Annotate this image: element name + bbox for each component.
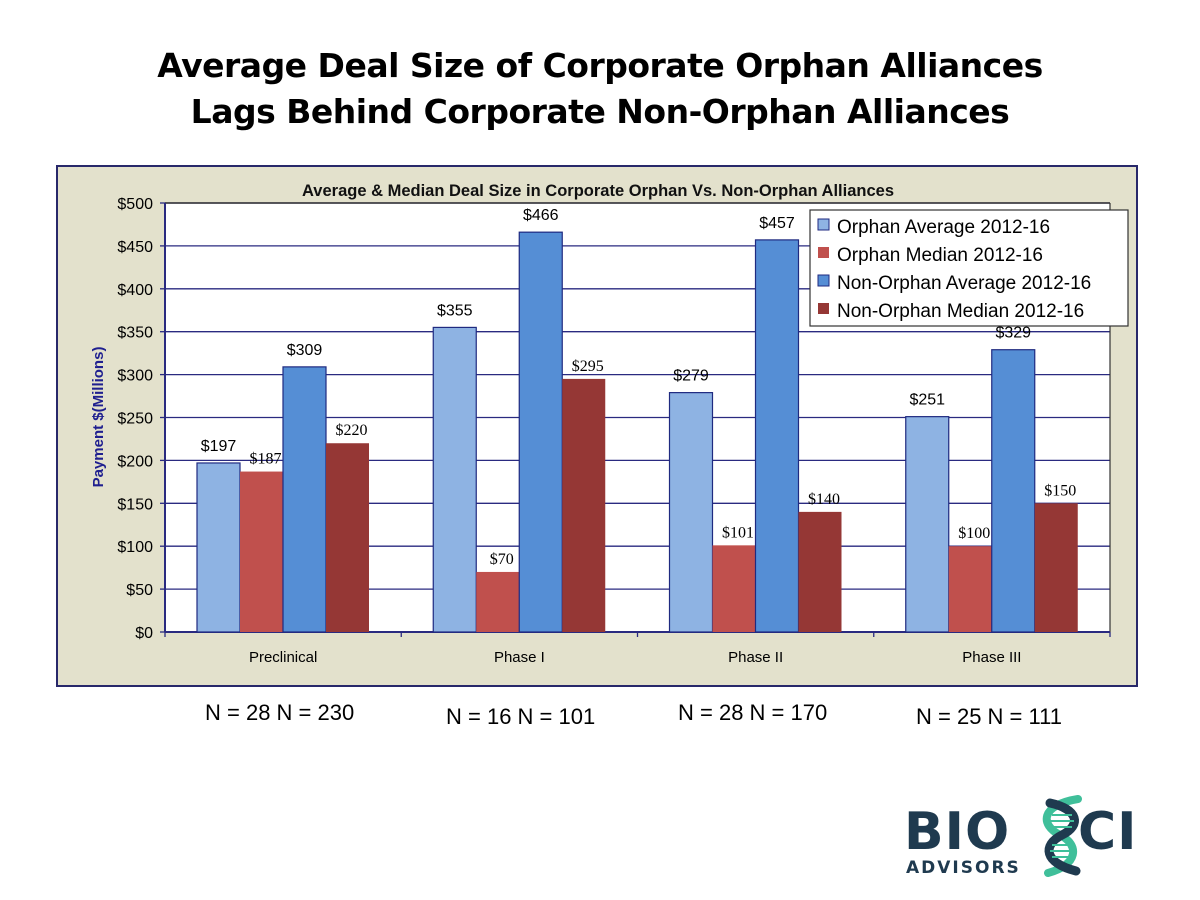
- bar-orphan-median-2012-16-phase-ii: [712, 545, 756, 632]
- bar-non-orphan-average-2012-16-phase-ii: [754, 239, 800, 633]
- legend-swatch: [817, 274, 830, 287]
- bar-non-orphan-average-2012-16-phase-iii: [991, 349, 1036, 633]
- bar-non-orphan-median-2012-16-phase-ii: [798, 511, 842, 632]
- legend-entry: Non-Orphan Average 2012-16: [837, 273, 1091, 294]
- svg-text:ADVISORS: ADVISORS: [906, 858, 1021, 878]
- legend-entry: Orphan Median 2012-16: [837, 245, 1043, 266]
- x-tick-label: Phase III: [962, 649, 1021, 666]
- y-tick-label: $450: [117, 239, 153, 256]
- legend-box: [809, 209, 1129, 327]
- bar-orphan-median-2012-16-phase-iii: [948, 546, 992, 632]
- data-label: $279: [673, 368, 709, 385]
- bar-non-orphan-median-2012-16-phase-i: [562, 378, 606, 632]
- y-tick-label: $200: [117, 453, 153, 470]
- bar-non-orphan-median-2012-16-preclinical: [326, 443, 369, 632]
- data-label: $187: [250, 451, 282, 468]
- page-title-line-2: Lags Behind Corporate Non-Orphan Allianc…: [190, 92, 1010, 131]
- svg-text:CI: CI: [1078, 802, 1138, 862]
- y-tick-label: $500: [117, 196, 153, 213]
- y-tick-label: $0: [135, 625, 153, 642]
- data-label: $220: [336, 422, 368, 439]
- bar-orphan-average-2012-16-phase-i: [432, 326, 477, 633]
- x-tick-label: Preclinical: [249, 649, 317, 666]
- data-label: $355: [437, 302, 473, 319]
- data-label: $466: [523, 207, 559, 224]
- legend-swatch: [818, 247, 829, 258]
- data-label: $70: [490, 551, 514, 568]
- legend-entry: Non-Orphan Median 2012-16: [837, 301, 1084, 322]
- data-label: $197: [201, 438, 237, 455]
- bar-non-orphan-average-2012-16-phase-i: [518, 231, 563, 633]
- legend-swatch: [818, 303, 829, 314]
- bar-orphan-median-2012-16-preclinical: [240, 471, 283, 632]
- dna-helix-icon: [1042, 795, 1082, 877]
- y-tick-label: $150: [117, 496, 153, 513]
- bar-orphan-average-2012-16-preclinical: [196, 462, 241, 633]
- page-title-line-1: Average Deal Size of Corporate Orphan Al…: [157, 46, 1043, 85]
- sample-size-phase-3: N = 25 N = 111: [916, 704, 1062, 729]
- sample-size-phase-2: N = 28 N = 170: [678, 700, 828, 725]
- bar-orphan-median-2012-16-phase-i: [476, 571, 520, 632]
- y-tick-label: $300: [117, 368, 153, 385]
- data-label: $295: [572, 358, 604, 375]
- svg-text:BIO: BIO: [904, 802, 1010, 862]
- chart-title: Average & Median Deal Size in Corporate …: [302, 182, 894, 200]
- data-label: $101: [722, 524, 754, 541]
- data-label: $329: [995, 325, 1031, 342]
- sample-size-phase-1: N = 16 N = 101: [446, 704, 596, 729]
- legend-swatch: [817, 218, 830, 231]
- y-tick-label: $250: [117, 411, 153, 428]
- y-tick-label: $100: [117, 539, 153, 556]
- data-label: $309: [287, 342, 323, 359]
- bar-orphan-average-2012-16-phase-ii: [668, 392, 714, 633]
- legend-entry: Orphan Average 2012-16: [837, 217, 1050, 238]
- x-tick-label: Phase I: [494, 649, 545, 666]
- data-label: $150: [1044, 482, 1076, 499]
- y-tick-label: $400: [117, 282, 153, 299]
- y-tick-label: $350: [117, 325, 153, 342]
- x-tick-label: Phase II: [728, 649, 783, 666]
- sample-size-preclinical: N = 28 N = 230: [205, 700, 355, 725]
- biosci-advisors-logo: BIO CI ADVISORS: [904, 795, 1138, 878]
- y-axis-title: Payment $(Millions): [90, 347, 107, 488]
- data-label: $140: [808, 491, 840, 508]
- bar-non-orphan-average-2012-16-preclinical: [282, 366, 327, 633]
- data-label: $457: [759, 215, 795, 232]
- y-tick-label: $50: [126, 582, 153, 599]
- data-label: $251: [909, 392, 945, 409]
- bar-non-orphan-median-2012-16-phase-iii: [1034, 503, 1078, 632]
- bar-orphan-average-2012-16-phase-iii: [905, 416, 950, 633]
- logo-wordmark: BIO CI ADVISORS: [904, 802, 1138, 878]
- data-label: $100: [958, 525, 990, 542]
